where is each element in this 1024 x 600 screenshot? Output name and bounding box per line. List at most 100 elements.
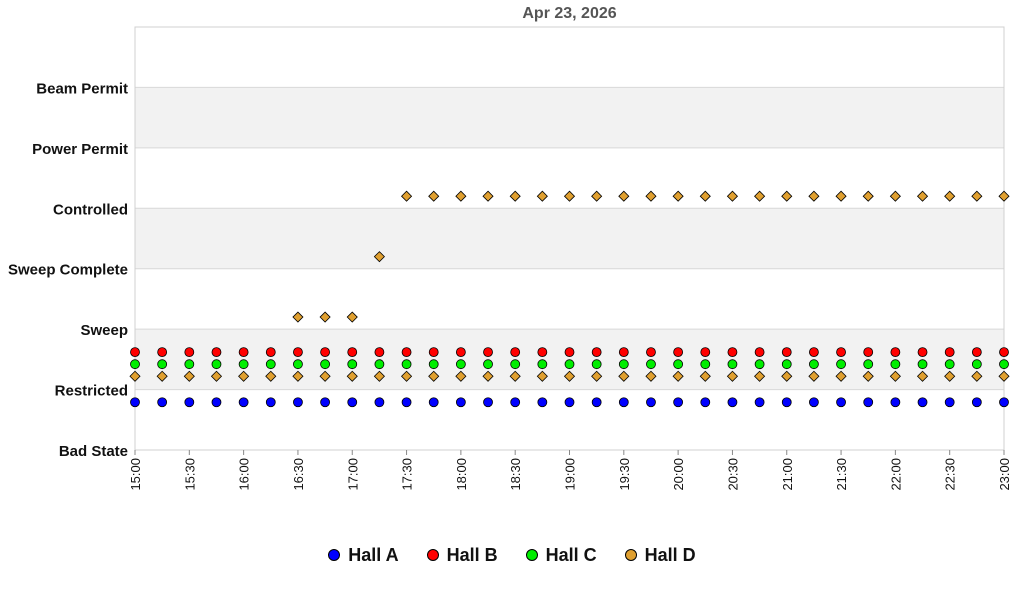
data-point-hall-d xyxy=(726,370,739,382)
data-point-hall-b xyxy=(428,347,439,358)
data-point-hall-c xyxy=(157,359,168,370)
data-point-hall-b xyxy=(238,347,249,358)
data-point-hall-a xyxy=(618,397,629,408)
data-point-hall-d xyxy=(509,370,521,382)
data-point-hall-c xyxy=(455,359,466,370)
data-point-hall-a xyxy=(727,397,738,408)
y-tick-label: Restricted xyxy=(55,383,128,400)
data-point-hall-a xyxy=(320,397,330,408)
data-point-hall-b xyxy=(374,347,385,358)
data-point-hall-b xyxy=(211,347,222,358)
data-point-hall-b xyxy=(917,347,928,358)
data-point-hall-b xyxy=(754,347,765,358)
legend-marker xyxy=(525,549,538,561)
data-point-hall-c xyxy=(836,359,846,370)
data-point-hall-d xyxy=(455,370,467,382)
data-point-hall-a xyxy=(700,397,711,408)
data-point-hall-a xyxy=(971,397,982,408)
data-point-hall-a xyxy=(510,397,521,408)
x-tick-label: 18:00 xyxy=(454,458,469,491)
data-point-hall-d xyxy=(373,251,385,263)
data-point-hall-d xyxy=(346,370,358,382)
y-tick-label: Sweep xyxy=(80,322,128,339)
data-point-hall-d xyxy=(889,370,901,382)
data-point-hall-a xyxy=(591,397,602,408)
data-point-hall-a xyxy=(157,397,168,408)
data-point-hall-d xyxy=(183,370,195,382)
data-point-hall-b xyxy=(673,347,684,358)
data-point-hall-a xyxy=(293,397,303,408)
data-point-hall-a xyxy=(890,397,901,408)
data-point-hall-b xyxy=(944,347,955,358)
data-point-hall-c xyxy=(428,359,439,370)
legend-marker xyxy=(426,549,439,561)
data-point-hall-a xyxy=(238,397,249,408)
legend-marker xyxy=(624,549,637,561)
y-tick-label: Beam Permit xyxy=(36,80,128,97)
data-point-hall-d xyxy=(672,190,684,202)
x-tick-label: 19:00 xyxy=(563,458,578,491)
data-point-hall-d xyxy=(889,190,901,202)
data-point-hall-d xyxy=(754,370,766,382)
data-point-hall-b xyxy=(564,347,575,358)
data-point-hall-a xyxy=(130,397,140,408)
y-tick-label: Sweep Complete xyxy=(8,262,128,279)
data-point-hall-d xyxy=(346,311,358,323)
data-point-hall-a xyxy=(673,397,684,408)
data-point-hall-b xyxy=(401,347,412,358)
data-point-hall-d xyxy=(591,370,603,382)
data-point-hall-b xyxy=(483,347,493,358)
data-point-hall-a xyxy=(836,397,846,408)
data-point-hall-c xyxy=(510,359,521,370)
legend-item: Hall D xyxy=(624,545,696,566)
data-point-hall-d xyxy=(482,370,494,382)
x-tick-label: 22:00 xyxy=(888,458,903,491)
data-point-hall-a xyxy=(537,397,548,408)
data-point-hall-b xyxy=(184,347,195,358)
data-point-hall-c xyxy=(700,359,711,370)
data-point-hall-d xyxy=(563,190,576,202)
data-point-hall-c xyxy=(971,359,982,370)
data-point-hall-d xyxy=(862,370,874,382)
y-tick-label: Power Permit xyxy=(32,141,128,158)
band xyxy=(135,208,1004,269)
data-point-hall-c xyxy=(890,359,901,370)
data-point-hall-b xyxy=(700,347,711,358)
data-point-hall-c xyxy=(754,359,765,370)
data-point-hall-d xyxy=(319,311,331,323)
x-tick-label: 21:30 xyxy=(834,458,849,491)
data-point-hall-a xyxy=(564,397,575,408)
data-point-hall-c xyxy=(130,359,140,370)
data-point-hall-a xyxy=(265,397,276,408)
data-point-hall-a xyxy=(809,397,819,408)
data-point-hall-d xyxy=(944,370,956,382)
x-tick-label: 16:00 xyxy=(237,458,252,491)
legend-item: Hall C xyxy=(525,545,597,566)
data-point-hall-a xyxy=(646,397,656,408)
data-point-hall-a xyxy=(347,397,358,408)
data-point-hall-b xyxy=(971,347,982,358)
legend-label: Hall A xyxy=(348,544,399,565)
data-point-hall-c xyxy=(293,359,303,370)
x-tick-label: 22:30 xyxy=(943,458,958,491)
data-point-hall-a xyxy=(917,397,928,408)
data-point-hall-c xyxy=(809,359,819,370)
data-point-hall-d xyxy=(971,370,983,382)
data-point-hall-c xyxy=(347,359,358,370)
data-point-hall-d xyxy=(400,370,413,382)
data-point-hall-d xyxy=(998,370,1010,382)
chart: Apr 23, 2026 Bad State Restricted Sweep Swee… xyxy=(8,5,1012,491)
data-point-hall-d xyxy=(428,370,440,382)
data-point-hall-d xyxy=(699,190,711,202)
data-point-hall-b xyxy=(836,347,846,358)
data-point-hall-b xyxy=(618,347,629,358)
data-point-hall-d xyxy=(672,370,684,382)
data-point-hall-d xyxy=(563,370,576,382)
data-point-hall-d xyxy=(428,190,440,202)
data-point-hall-d xyxy=(808,190,820,202)
data-point-hall-c xyxy=(863,359,874,370)
data-point-hall-b xyxy=(320,347,330,358)
data-point-hall-b xyxy=(809,347,819,358)
data-point-hall-b xyxy=(727,347,738,358)
data-point-hall-c xyxy=(917,359,928,370)
